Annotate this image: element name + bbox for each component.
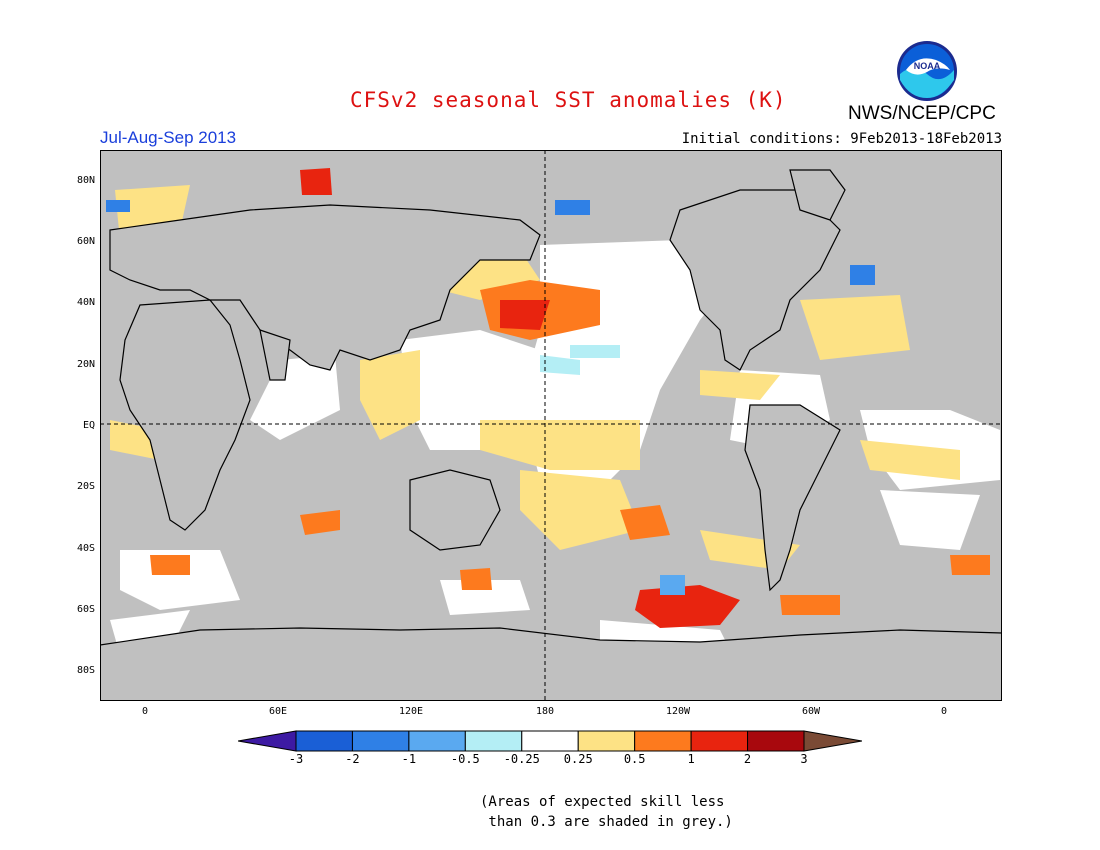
lon-label: 0 [940, 706, 948, 717]
lat-label: 20N [76, 359, 95, 370]
colorbar-cell-max [803, 730, 862, 752]
lon-label: 0 [141, 706, 149, 717]
colorbar-label: 3 [800, 752, 808, 766]
colorbar-label: -3 [288, 752, 304, 766]
colorbar-cell [295, 730, 353, 752]
agency-label: NWS/NCEP/CPC [848, 103, 996, 124]
colorbar-label: -2 [345, 752, 360, 766]
colorbar-cell [351, 730, 410, 752]
logo-text: NOAA [914, 61, 941, 71]
lat-label: 60S [76, 604, 95, 615]
colorbar-label: 2 [743, 752, 752, 766]
noaa-logo: NOAA [896, 40, 958, 102]
footnote-line-1: (Areas of expected skill less [480, 794, 725, 810]
colorbar-label: 0.5 [623, 752, 646, 766]
lat-label: 80N [76, 175, 95, 186]
season-label: Jul-Aug-Sep 2013 [100, 128, 237, 147]
lat-label: 20S [76, 481, 95, 492]
initial-conditions-label: Initial conditions: 9Feb2013-18Feb2013 [681, 131, 1002, 147]
colorbar-label: 0.25 [563, 752, 593, 766]
colorbar-cell [464, 730, 523, 752]
colorbar-cell [690, 730, 749, 752]
lat-label: 40N [76, 297, 95, 308]
footnote: (Areas of expected skill less than 0.3 a… [480, 792, 733, 832]
lon-label: 120W [665, 706, 691, 717]
colorbar-label: 1 [687, 752, 695, 766]
colorbar-cell [521, 730, 579, 752]
sst-anomaly-map [100, 150, 1002, 701]
lat-label: 40S [76, 543, 95, 554]
colorbar-label: -1 [401, 752, 417, 766]
blue-regions [106, 200, 875, 595]
colorbar-cell-min [238, 730, 297, 752]
colorbar-cell [634, 730, 692, 752]
colorbar [238, 730, 862, 752]
lat-label: EQ [82, 420, 95, 431]
colorbar-cell [747, 730, 805, 752]
chart-title: CFSv2 seasonal SST anomalies (K) [350, 88, 787, 112]
lon-label: 120E [398, 706, 424, 717]
continents [100, 169, 1002, 701]
footnote-line-2: than 0.3 are shaded in grey.) [480, 814, 733, 830]
colorbar-cell [408, 730, 466, 752]
lon-label: 60W [801, 706, 821, 717]
lon-label: 180 [535, 706, 555, 717]
lat-label: 80S [76, 665, 95, 676]
lon-label: 60E [268, 706, 288, 717]
colorbar-cell [577, 730, 636, 752]
colorbar-label: -0.25 [503, 752, 540, 766]
colorbar-label: -0.5 [450, 752, 480, 766]
lat-label: 60N [76, 236, 95, 247]
